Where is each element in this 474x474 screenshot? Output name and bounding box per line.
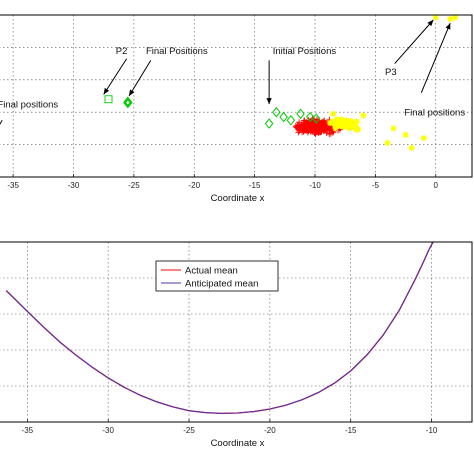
x-tick-label: -30 — [68, 181, 80, 190]
annotation-arrow — [128, 60, 152, 97]
data-point-plus — [303, 127, 310, 134]
data-point-star — [360, 112, 367, 119]
chart-top-panel: P2 Final Positions Initial Positions P3 Fina… — [0, 14, 473, 204]
annotation-arrow — [266, 60, 272, 105]
data-point-diamond — [264, 118, 274, 129]
data-point-star — [353, 118, 360, 125]
x-tick-labels: -35 -30 -25 -20 -15 -10 — [22, 419, 438, 435]
x-tick-label: -15 — [249, 181, 261, 190]
x-tick-label: -15 — [345, 426, 357, 435]
data-point-star — [338, 120, 345, 127]
x-tick-label: -35 — [22, 426, 34, 435]
x-axis-label: Coordinate x — [211, 193, 265, 204]
plot-frame — [0, 241, 473, 423]
data-point-star — [447, 16, 454, 23]
data-point-plus — [296, 119, 303, 126]
data-point-diamond — [272, 106, 281, 118]
data-point-diamond — [296, 108, 305, 120]
annotation-label: Final positions — [404, 107, 465, 118]
data-point-star — [420, 135, 427, 142]
x-tick-label: -35 — [7, 181, 19, 190]
annotation-arrow — [394, 19, 434, 64]
legend-label-actual-mean: Actual mean — [185, 266, 238, 277]
annotation-arrow — [103, 58, 128, 95]
data-point-diamond — [305, 111, 315, 123]
data-point-star — [332, 125, 339, 132]
x-tick-label: 0 — [434, 181, 439, 190]
chart-bottom-panel: Actual mean Anticipated mean -35 -30 -25 -2… — [0, 241, 473, 449]
data-point-square — [104, 95, 113, 104]
annotation-label: Final positions — [0, 99, 58, 110]
x-tick-label: -30 — [102, 426, 114, 435]
grid — [0, 15, 472, 177]
data-point-diamond — [286, 114, 296, 126]
data-point-diamond — [279, 111, 288, 123]
data-point-plus — [326, 127, 333, 134]
data-point-plus — [313, 125, 320, 132]
annotation-label: Final Positions — [146, 46, 208, 57]
data-point-plus — [329, 129, 336, 136]
x-tick-label: -10 — [309, 181, 321, 190]
data-point-plus — [315, 125, 322, 132]
x-tick-labels: -35 -30 -25 -20 -15 -10 -5 0 — [7, 174, 439, 190]
x-tick-label: -25 — [128, 181, 140, 190]
x-tick-label: -20 — [188, 181, 200, 190]
x-tick-label: -20 — [264, 426, 276, 435]
data-point-star — [384, 139, 391, 146]
data-point-star — [330, 110, 337, 117]
x-tick-label: -5 — [372, 181, 380, 190]
data-point-plus — [294, 122, 301, 129]
data-point-plus — [320, 125, 327, 132]
series-lines — [5, 241, 434, 415]
data-point-plus — [311, 130, 318, 137]
plot-frame — [0, 14, 473, 178]
data-point-plus — [295, 125, 302, 132]
data-point-star — [390, 125, 397, 132]
annotations: P2 Final Positions Initial Positions P3 Fina… — [0, 19, 465, 126]
data-point-plus — [303, 119, 310, 126]
data-point-star — [402, 131, 409, 138]
legend: Actual mean Anticipated mean — [155, 260, 279, 292]
data-point-plus — [320, 119, 327, 126]
annotation-arrow — [0, 120, 3, 126]
data-point-star — [408, 144, 415, 151]
data-point-plus — [300, 123, 307, 130]
data-point-star — [350, 124, 357, 131]
data-point-plus — [311, 121, 318, 128]
data-point-diamond — [311, 113, 321, 124]
scatter-points — [104, 14, 459, 151]
data-point-plus — [317, 128, 324, 135]
annotation-label: P3 — [385, 67, 397, 78]
data-point-plus — [317, 120, 324, 127]
annotation-label: P2 — [116, 46, 128, 57]
annotation-label: Initial Positions — [273, 46, 337, 57]
legend-label-anticipated-mean: Anticipated mean — [185, 279, 258, 290]
series-line-anticipated-mean — [5, 241, 434, 414]
x-tick-label: -25 — [183, 426, 195, 435]
annotation-arrow — [420, 22, 451, 93]
data-point-diamond — [123, 96, 133, 109]
data-point-star — [327, 119, 334, 126]
x-axis-label: Coordinate x — [211, 438, 265, 449]
x-tick-label: -10 — [426, 426, 438, 435]
legend-box — [155, 260, 279, 292]
data-point-star — [344, 121, 351, 128]
